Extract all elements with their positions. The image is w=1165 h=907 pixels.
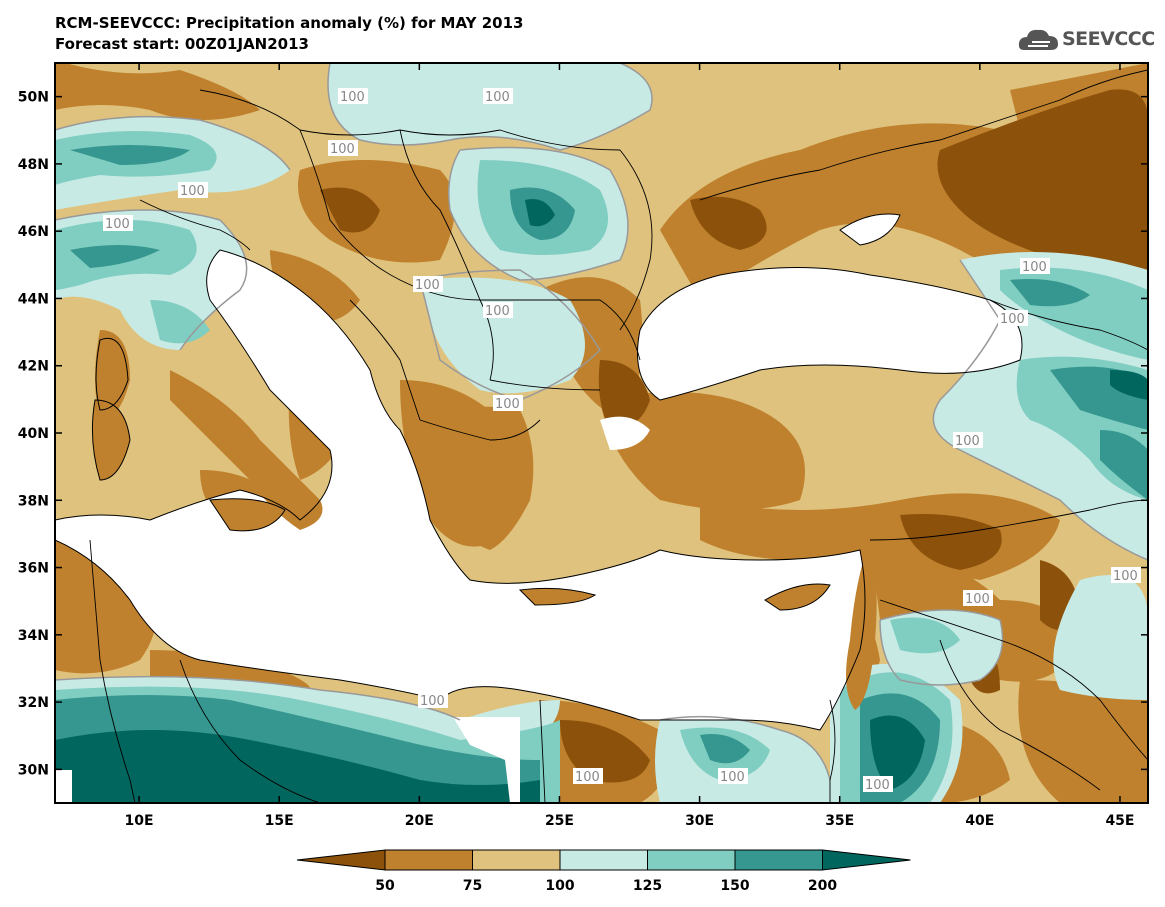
- contour-labels: 100 100 100 100 100 100 100 100 100 100 …: [103, 88, 1141, 793]
- levant-coast: [846, 540, 877, 710]
- lat-tick-label: 50N: [18, 90, 49, 106]
- legend-swatch: [384, 849, 473, 871]
- legend-swatch: [647, 849, 736, 871]
- logo-text: SEEVCCC: [1062, 28, 1155, 50]
- contour-label: 100: [180, 184, 205, 199]
- longitude-axis: 10E 15E 20E 25E 30E 35E 40E 45E: [125, 63, 1134, 829]
- missing-data-corner: [55, 770, 72, 803]
- map-field: 100 100 100 100 100 100 100 100 100 100 …: [55, 63, 1148, 803]
- forecast-start-subtitle: Forecast start: 00Z01JAN2013: [55, 35, 309, 53]
- lon-tick-label: 40E: [965, 813, 994, 829]
- corsica: [96, 338, 128, 410]
- legend-swatch-low: [296, 849, 386, 871]
- cloud-logo-icon: [1018, 29, 1058, 50]
- country-borders: [89, 69, 1148, 803]
- lon-tick-label: 35E: [825, 813, 854, 829]
- lon-tick-label: 25E: [545, 813, 574, 829]
- lat-tick-label: 36N: [18, 561, 49, 577]
- contour-label: 100: [1022, 260, 1047, 275]
- islands: [92, 338, 877, 710]
- sea-areas: [55, 214, 1022, 803]
- black-sea: [637, 267, 1022, 400]
- legend-swatch: [472, 849, 561, 871]
- legend-swatch-high: [822, 849, 911, 871]
- mediterranean-sea: [55, 250, 865, 730]
- legend-label: 75: [463, 878, 482, 894]
- lon-tick-label: 15E: [265, 813, 294, 829]
- italy-south: [170, 370, 323, 530]
- lat-tick-label: 32N: [18, 695, 49, 711]
- contour-label: 100: [865, 778, 890, 793]
- contour-label: 100: [1113, 569, 1138, 584]
- contour-label: 100: [1000, 312, 1025, 327]
- missing-data-area: [453, 717, 520, 803]
- contour-label: 100: [965, 592, 990, 607]
- lat-tick-label: 34N: [18, 628, 49, 644]
- lat-tick-label: 38N: [18, 493, 49, 509]
- lon-tick-label: 30E: [685, 813, 714, 829]
- lat-tick-label: 30N: [18, 762, 49, 778]
- colorbar-legend: 50 75 100 125 150 200: [296, 849, 911, 894]
- contour-label: 100: [485, 90, 510, 105]
- legend-swatch: [734, 849, 823, 871]
- crete: [520, 588, 595, 605]
- contour-label: 100: [105, 217, 130, 232]
- contour-100: [55, 63, 1148, 781]
- cyprus: [765, 584, 830, 610]
- contour-label: 100: [495, 397, 520, 412]
- lon-tick-label: 45E: [1105, 813, 1134, 829]
- lat-tick-label: 46N: [18, 224, 49, 240]
- sardinia: [92, 400, 130, 480]
- lat-tick-label: 42N: [18, 359, 49, 375]
- contour-label: 100: [330, 142, 355, 157]
- legend-label: 100: [545, 878, 574, 894]
- contour-label: 100: [955, 434, 980, 449]
- contour-label: 100: [340, 90, 365, 105]
- greece: [426, 406, 534, 550]
- anomaly-above-200: [55, 199, 1148, 803]
- contour-label: 100: [420, 694, 445, 709]
- legend-label: 50: [375, 878, 395, 894]
- contour-label: 100: [485, 304, 510, 319]
- legend-label: 150: [720, 878, 749, 894]
- legend-swatch: [559, 849, 648, 871]
- lon-tick-label: 10E: [125, 813, 154, 829]
- lat-tick-label: 40N: [18, 426, 49, 442]
- latitude-axis: 50N 48N 46N 44N 42N 40N 38N 36N 34N 32N 30N: [18, 90, 1148, 778]
- lon-tick-label: 20E: [405, 813, 434, 829]
- map-title: RCM-SEEVCCC: Precipitation anomaly (%) f…: [55, 14, 524, 32]
- contour-label: 100: [415, 278, 440, 293]
- legend-label: 125: [633, 878, 662, 894]
- lat-tick-label: 48N: [18, 157, 49, 173]
- sea-of-marmara: [600, 416, 650, 450]
- legend-label: 200: [808, 878, 837, 894]
- sicily: [210, 498, 285, 531]
- lat-tick-label: 44N: [18, 291, 49, 307]
- contour-label: 100: [575, 770, 600, 785]
- contour-label: 100: [720, 770, 745, 785]
